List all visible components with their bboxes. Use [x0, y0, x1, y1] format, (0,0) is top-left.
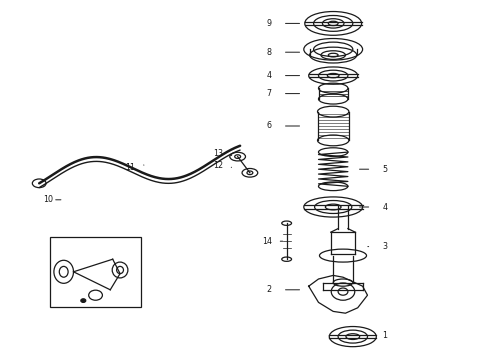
- Text: 7: 7: [267, 89, 272, 98]
- Text: 13: 13: [213, 149, 223, 158]
- Text: 9: 9: [267, 19, 272, 28]
- Text: 10: 10: [43, 195, 53, 204]
- Text: 14: 14: [262, 237, 272, 246]
- Text: 4: 4: [382, 202, 387, 211]
- Text: 4: 4: [267, 71, 272, 80]
- Text: 12: 12: [213, 161, 223, 170]
- Text: 2: 2: [267, 285, 272, 294]
- Ellipse shape: [81, 299, 86, 302]
- Text: 8: 8: [267, 48, 272, 57]
- Text: 5: 5: [382, 165, 387, 174]
- Text: 11: 11: [125, 163, 135, 172]
- Text: 1: 1: [382, 331, 387, 340]
- Bar: [50, 237, 141, 307]
- Text: 6: 6: [267, 122, 272, 130]
- Text: 3: 3: [382, 242, 387, 251]
